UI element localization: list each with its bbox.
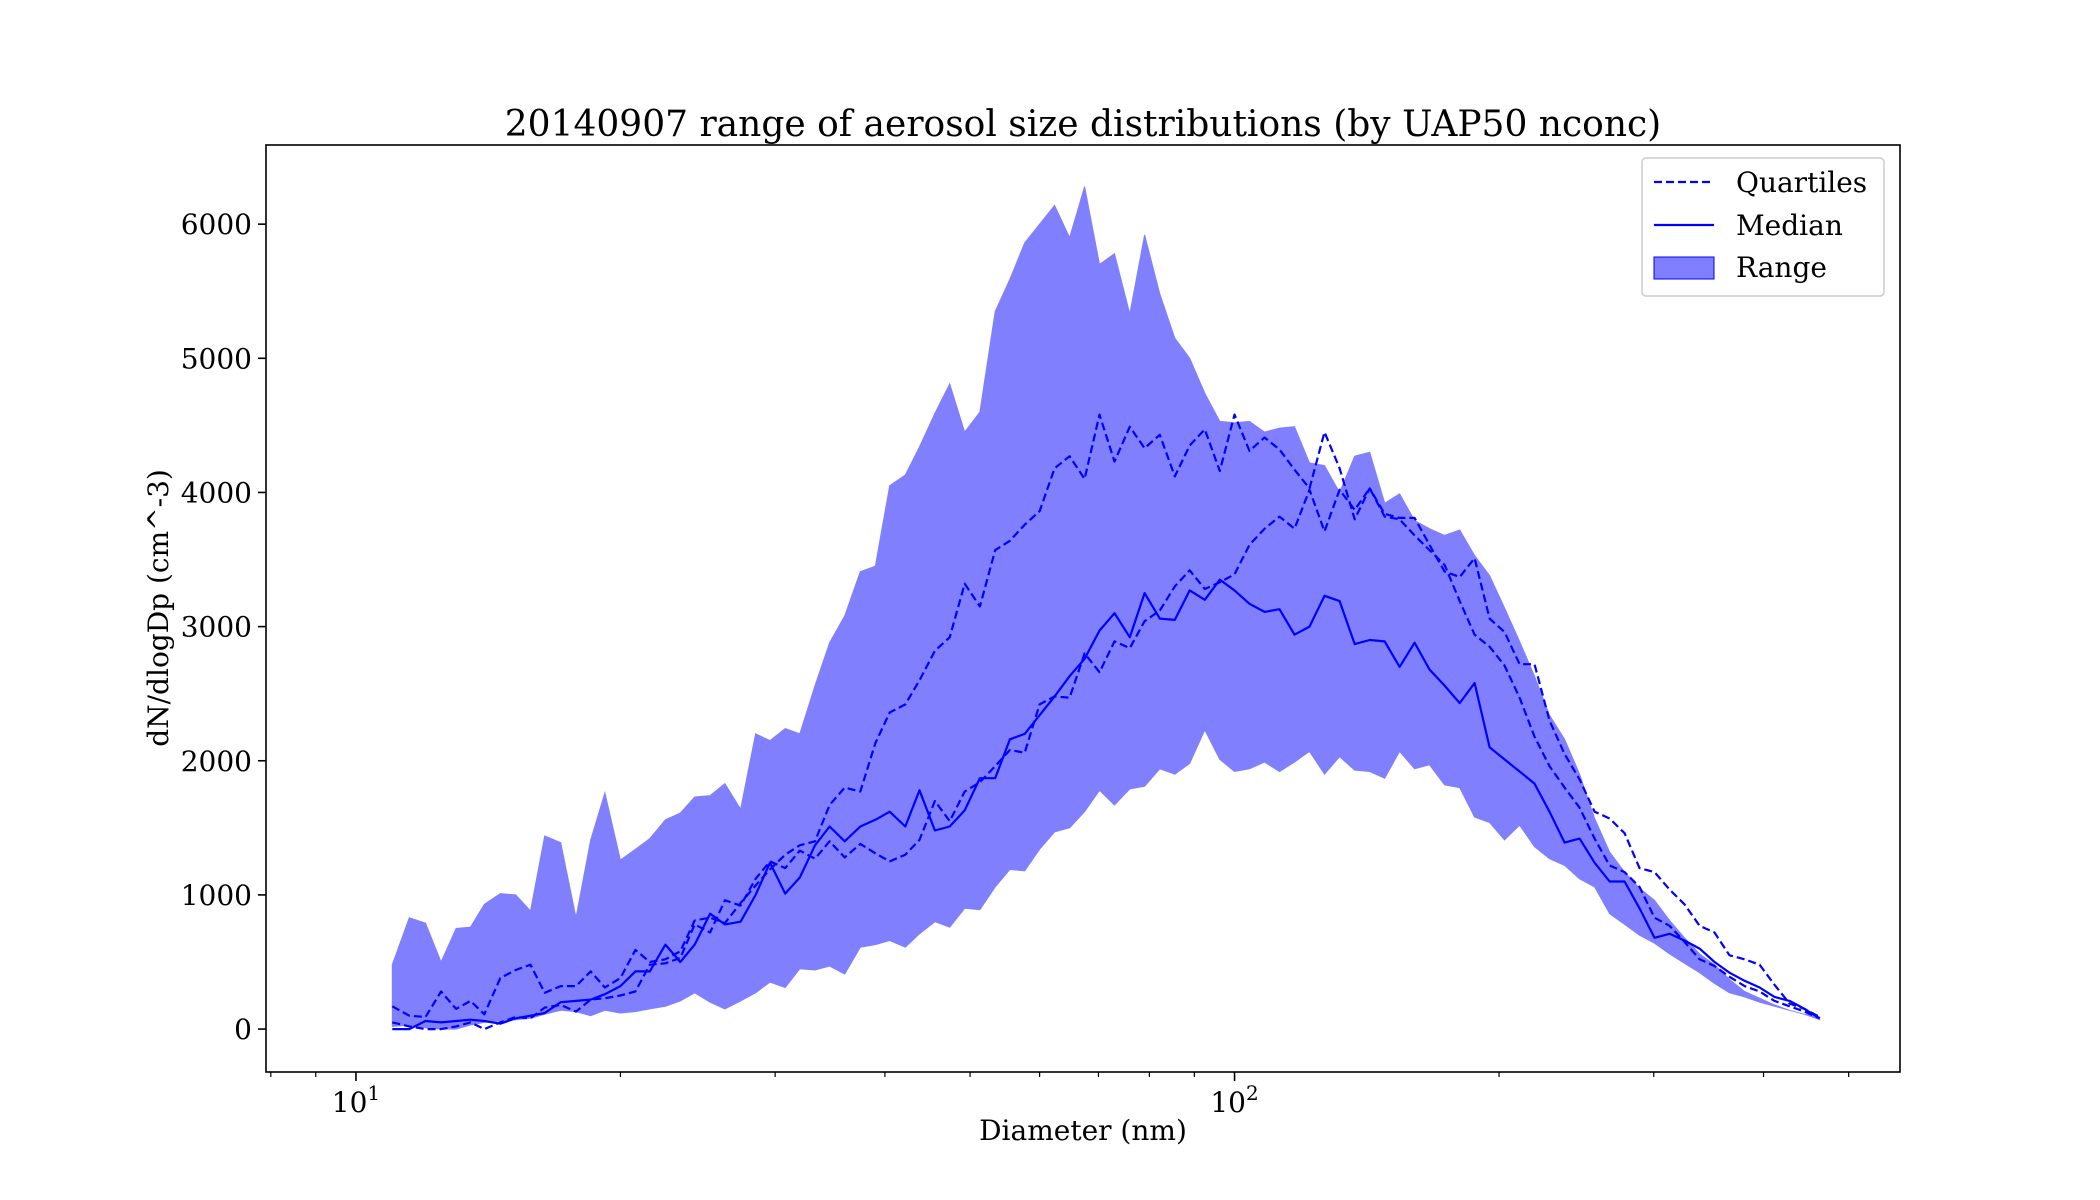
x-tick-label: 102 [1210, 1081, 1258, 1119]
y-axis: 0 1000 2000 3000 4000 5000 6000 [181, 208, 266, 1046]
y-tick-label: 1000 [181, 879, 252, 912]
legend: Quartiles Median Range [1641, 157, 1885, 297]
plot-area [391, 186, 1821, 1031]
chart-title: 20140907 range of aerosol size distribut… [505, 104, 1661, 145]
legend-median-label: Median [1736, 209, 1843, 242]
y-tick-label: 0 [234, 1013, 252, 1046]
x-axis: 101 102 [270, 1072, 1850, 1119]
range-layer [391, 186, 1821, 1030]
y-tick-label: 5000 [181, 342, 252, 375]
legend-range-swatch [1653, 256, 1715, 280]
lines-layer [391, 413, 1821, 1031]
x-tick-label: 101 [332, 1081, 380, 1119]
legend-range-label: Range [1736, 251, 1827, 284]
y-tick-label: 6000 [181, 208, 252, 241]
quartile-line-2 [392, 487, 1821, 1031]
quartile-line-1 [391, 413, 1821, 1019]
y-tick-label: 3000 [181, 611, 252, 644]
y-axis-label: dN/dlogDp (cm^-3) [142, 469, 175, 747]
y-tick-label: 2000 [181, 745, 252, 778]
y-tick-label: 4000 [181, 476, 252, 509]
median-line [392, 578, 1821, 1031]
range-band [391, 186, 1821, 1030]
plot-frame [265, 144, 1901, 1073]
x-axis-label: Diameter (nm) [979, 1114, 1187, 1147]
legend-quartiles-label: Quartiles [1736, 166, 1867, 199]
